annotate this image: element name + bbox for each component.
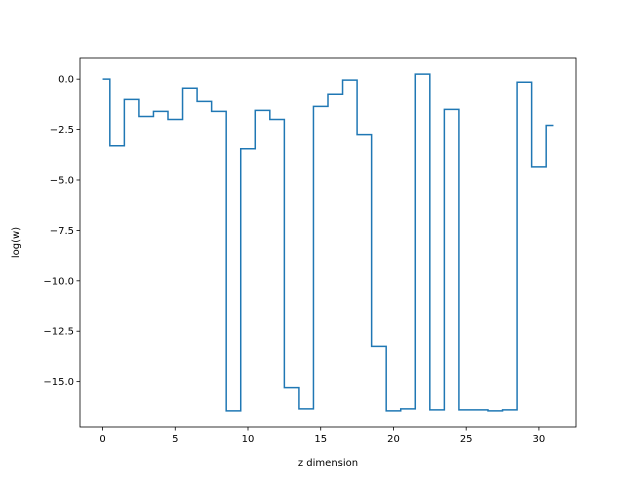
series-line — [102, 73, 554, 412]
x-tick-label: 0 — [99, 434, 105, 445]
y-tick-label: −15.0 — [43, 377, 74, 388]
x-tick-label: 10 — [242, 434, 255, 445]
axis-ticks: 0 5 10 15 20 25 30 0.0 −2.5 −5.0 −7.5 −10.0 −12.5 −15… — [43, 75, 545, 445]
x-tick-label: 25 — [460, 434, 473, 445]
y-tick-label: −5.0 — [50, 175, 74, 186]
plot-area — [102, 73, 554, 412]
axes-frame — [79, 57, 577, 428]
y-tick-label: 0.0 — [58, 75, 74, 86]
x-tick-label: 5 — [172, 434, 178, 445]
x-tick-label: 20 — [387, 434, 400, 445]
y-tick-label: −2.5 — [50, 125, 74, 136]
x-axis-label: z dimension — [298, 458, 358, 469]
y-tick-label: −12.5 — [43, 327, 74, 338]
y-tick-label: −7.5 — [50, 226, 74, 237]
x-tick-label: 15 — [314, 434, 327, 445]
y-tick-label: −10.0 — [43, 276, 74, 287]
x-tick-label: 30 — [533, 434, 546, 445]
y-axis-label: log(w) — [11, 227, 22, 258]
